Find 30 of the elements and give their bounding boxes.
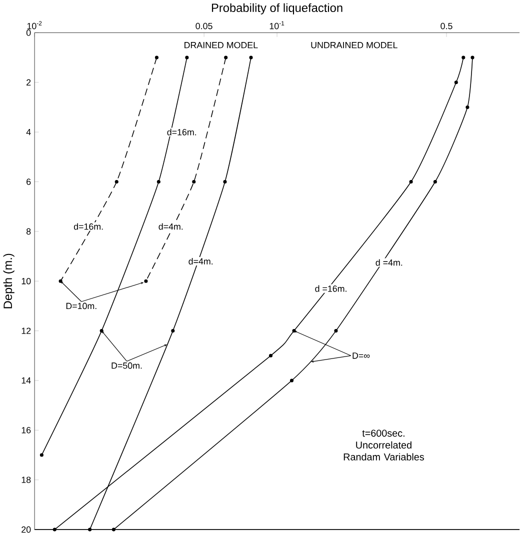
annotation: D=10m. xyxy=(66,302,96,310)
annotation: Uncorrelated Randam Variables xyxy=(344,441,424,460)
y-tick-label: 12 xyxy=(22,328,31,334)
series-label: d =16m. xyxy=(315,285,346,292)
x-axis-title: Probability of liquefaction xyxy=(212,3,342,14)
y-tick-label: 0 xyxy=(26,30,31,36)
y-tick-label: 2 xyxy=(26,79,31,86)
y-tick-label: 6 xyxy=(26,178,31,185)
y-tick-label: 14 xyxy=(22,377,31,384)
series-label: d=16m. xyxy=(74,223,103,230)
series-label: d=4m. xyxy=(188,258,213,265)
y-tick-label: 18 xyxy=(22,476,31,484)
annotation: UNDRAINED MODEL xyxy=(311,42,398,48)
x-tick-label: 0.05 xyxy=(196,22,212,30)
y-axis-title: Depth (m.) xyxy=(3,254,14,308)
x-tick-label: 10$^{-1}$ xyxy=(270,21,284,30)
annotation: DRAINED MODEL xyxy=(184,42,258,48)
annotation: t=600sec. xyxy=(362,430,404,437)
y-tick-label: 10 xyxy=(22,278,31,284)
annotation: D=50m. xyxy=(112,362,142,369)
y-tick-label: 8 xyxy=(26,228,31,235)
x-tick-label: 0.5 xyxy=(440,22,452,30)
y-tick-label: 4 xyxy=(26,128,31,136)
x-tick-label: 10$^{-2}$ xyxy=(27,21,42,30)
series-label: d =4m. xyxy=(376,259,402,266)
annotation: D=∞ xyxy=(352,352,370,359)
series-label: d=4m. xyxy=(158,223,183,230)
series-label: d=16m. xyxy=(167,128,196,136)
y-tick-label: 20 xyxy=(22,526,31,533)
y-tick-label: 16 xyxy=(22,427,31,434)
